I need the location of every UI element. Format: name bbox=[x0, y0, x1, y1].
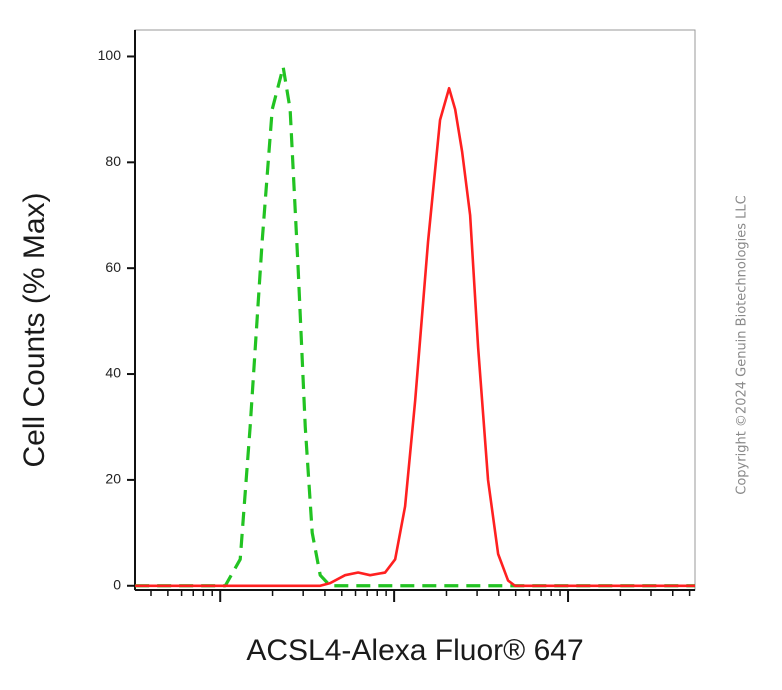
y-tick-label: 40 bbox=[105, 365, 121, 381]
plot-frame bbox=[134, 29, 696, 591]
y-tick-label: 100 bbox=[98, 47, 122, 63]
y-tick-label: 0 bbox=[113, 576, 121, 592]
y-tick-label: 20 bbox=[105, 471, 121, 487]
histogram-line bbox=[135, 65, 695, 588]
y-tick-label: 80 bbox=[105, 153, 121, 169]
y-axis-title: Cell Counts (% Max) bbox=[18, 192, 51, 467]
watermark: Copyright ©2024 Genuin Biotechnologies L… bbox=[735, 195, 750, 494]
histogram-line bbox=[135, 86, 695, 588]
x-axis-title: ACSL4-Alexa Fluor® 647 bbox=[246, 634, 583, 667]
y-tick-label: 60 bbox=[105, 259, 121, 275]
